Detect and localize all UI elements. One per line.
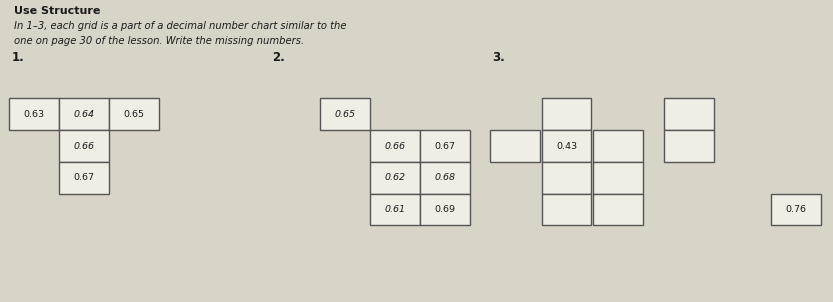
Text: 0.69: 0.69 (434, 205, 456, 214)
Text: one on page 30 of the lesson. Write the missing numbers.: one on page 30 of the lesson. Write the … (14, 36, 305, 46)
Bar (420, 130, 470, 162)
Text: 0.43: 0.43 (556, 142, 577, 150)
Bar (321, 98, 370, 130)
Bar (59, 162, 109, 194)
Bar (541, 162, 591, 194)
Bar (541, 98, 591, 130)
Bar (59, 130, 109, 162)
Bar (370, 162, 420, 194)
Bar (490, 130, 540, 162)
Bar (9, 98, 59, 130)
Text: 0.65: 0.65 (123, 110, 144, 119)
Bar (420, 162, 470, 194)
Bar (541, 194, 591, 225)
Bar (541, 130, 591, 162)
Bar (593, 162, 643, 194)
Text: 1.: 1. (12, 51, 24, 64)
Text: 0.76: 0.76 (786, 205, 806, 214)
Text: 0.62: 0.62 (385, 173, 406, 182)
Text: 0.61: 0.61 (385, 205, 406, 214)
Bar (771, 194, 821, 225)
Bar (109, 98, 159, 130)
Bar (370, 194, 420, 225)
Text: 2.: 2. (272, 51, 285, 64)
Text: 0.63: 0.63 (23, 110, 45, 119)
Bar (664, 130, 714, 162)
Bar (370, 130, 420, 162)
Text: 0.66: 0.66 (385, 142, 406, 150)
Text: 0.68: 0.68 (434, 173, 456, 182)
Bar (420, 194, 470, 225)
Text: Use Structure: Use Structure (14, 6, 101, 16)
Text: 0.67: 0.67 (434, 142, 456, 150)
Bar (59, 98, 109, 130)
Text: 0.66: 0.66 (73, 142, 95, 150)
Text: 0.67: 0.67 (73, 173, 95, 182)
Text: In 1–3, each grid is a part of a decimal number chart similar to the: In 1–3, each grid is a part of a decimal… (14, 21, 347, 31)
Text: 0.65: 0.65 (335, 110, 356, 119)
Text: 3.: 3. (491, 51, 505, 64)
Bar (593, 194, 643, 225)
Text: 0.64: 0.64 (73, 110, 95, 119)
Bar (593, 130, 643, 162)
Bar (664, 98, 714, 130)
